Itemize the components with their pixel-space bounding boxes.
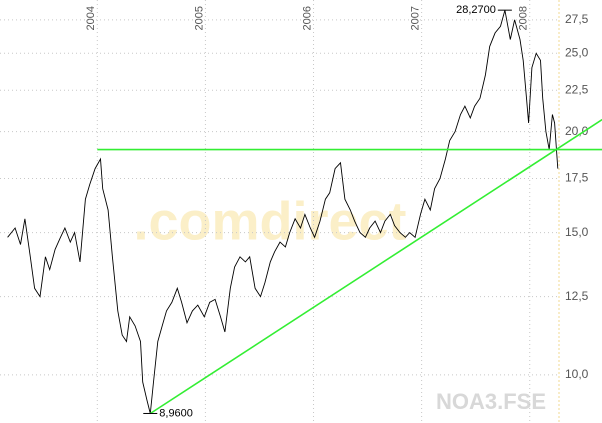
watermark: .comdirect	[133, 191, 406, 251]
y-tick-label: 12,5	[565, 289, 589, 303]
x-tick-label: 2005	[193, 6, 205, 30]
y-tick-label: 17,5	[565, 171, 589, 185]
y-tick-label: 25,0	[565, 45, 589, 59]
annotation: 28,2700	[456, 4, 496, 16]
y-tick-label: 27,5	[565, 12, 589, 26]
annotation: 8,9600	[159, 407, 193, 419]
y-tick-label: 20,0	[565, 124, 589, 138]
y-tick-label: 22,5	[565, 82, 589, 96]
trend-line	[149, 118, 602, 415]
symbol: NOA3.FSE	[436, 389, 546, 414]
x-tick-label: 2007	[410, 6, 422, 30]
x-tick-label: 2006	[301, 6, 313, 30]
x-tick-label: 2004	[85, 6, 97, 30]
y-tick-label: 10,0	[565, 367, 589, 381]
x-tick-label: 2008	[518, 6, 530, 30]
y-tick-label: 15,0	[565, 225, 589, 239]
price-line	[7, 10, 559, 414]
